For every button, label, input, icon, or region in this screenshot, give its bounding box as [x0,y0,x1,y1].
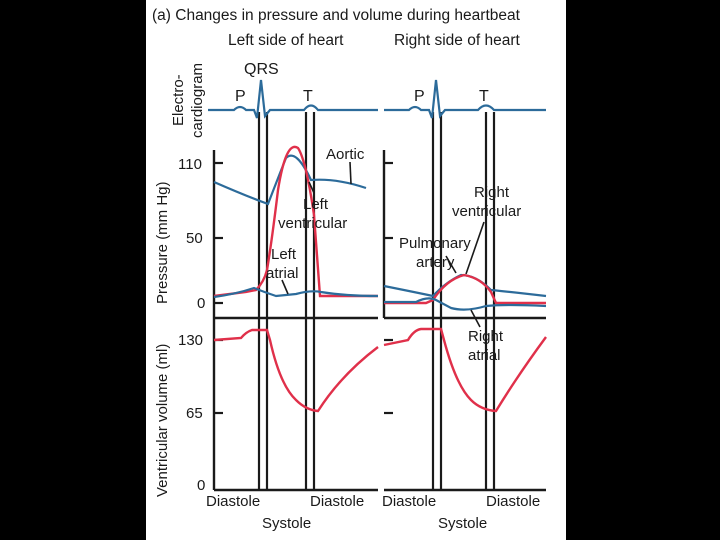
left-systole-label: Systole [262,515,311,532]
right-ventricular-label-2: ventricular [452,203,521,220]
ecg-right-trace [384,79,546,119]
right-diastole-label-2: Diastole [486,493,540,510]
pressure-tick-110: 110 [178,156,202,173]
pulmonary-label-2: artery [416,254,455,271]
ecg-axis-label-2: cardiogram [189,63,206,138]
pressure-axis-label: Pressure (mm Hg) [154,181,171,304]
right-side-header: Right side of heart [394,32,520,49]
phase-lines [257,112,496,490]
pressure-tick-0: 0 [197,295,205,312]
ecg-p-left-label: P [235,88,246,105]
volume-axis-label: Ventricular volume (ml) [154,344,171,497]
right-diastole-label-1: Diastole [382,493,436,510]
ecg-qrs-label: QRS [244,61,279,78]
volume-tick-0: 0 [197,477,205,494]
figure-panel: (a) Changes in pressure and volume durin… [146,0,566,540]
axis-frame [212,150,546,492]
pressure-tick-50: 50 [186,230,203,247]
right-ventricular-pressure-curve [384,273,546,305]
ecg-t-right-label: T [479,88,489,105]
left-atrial-pressure-curve [213,286,379,299]
left-diastole-label-1: Diastole [206,493,260,510]
right-ventricular-label-1: Right [474,184,510,201]
left-ventricular-label-1: Left [303,196,329,213]
left-diastole-label-2: Diastole [310,493,364,510]
left-ventricular-label-2: ventricular [278,215,347,232]
left-atrial-label-2: atrial [266,265,299,282]
volume-tick-65: 65 [186,405,203,422]
left-atrial-label-1: Left [271,246,297,263]
ecg-t-left-label: T [303,88,313,105]
left-ventricular-pressure-curve [213,145,378,298]
left-side-header: Left side of heart [228,32,344,49]
right-atrial-pressure-curve [384,297,547,311]
left-ventricular-volume-curve [213,328,379,413]
heartbeat-diagram: (a) Changes in pressure and volume durin… [152,7,547,532]
ecg-left-trace [208,79,378,119]
volume-tick-130: 130 [178,332,203,349]
right-ventricular-volume-curve [383,327,547,413]
pulmonary-label-1: Pulmonary [399,235,471,252]
right-atrial-label-2: atrial [468,347,501,364]
aortic-label: Aortic [326,146,365,163]
label-leaders [281,161,485,328]
right-atrial-label-1: Right [468,328,504,345]
pulmonary-artery-pressure-curve [383,273,547,298]
right-systole-label: Systole [438,515,487,532]
ecg-axis-label-1: Electro- [170,74,187,126]
ecg-p-right-label: P [414,88,425,105]
figure-title: (a) Changes in pressure and volume durin… [152,7,521,24]
